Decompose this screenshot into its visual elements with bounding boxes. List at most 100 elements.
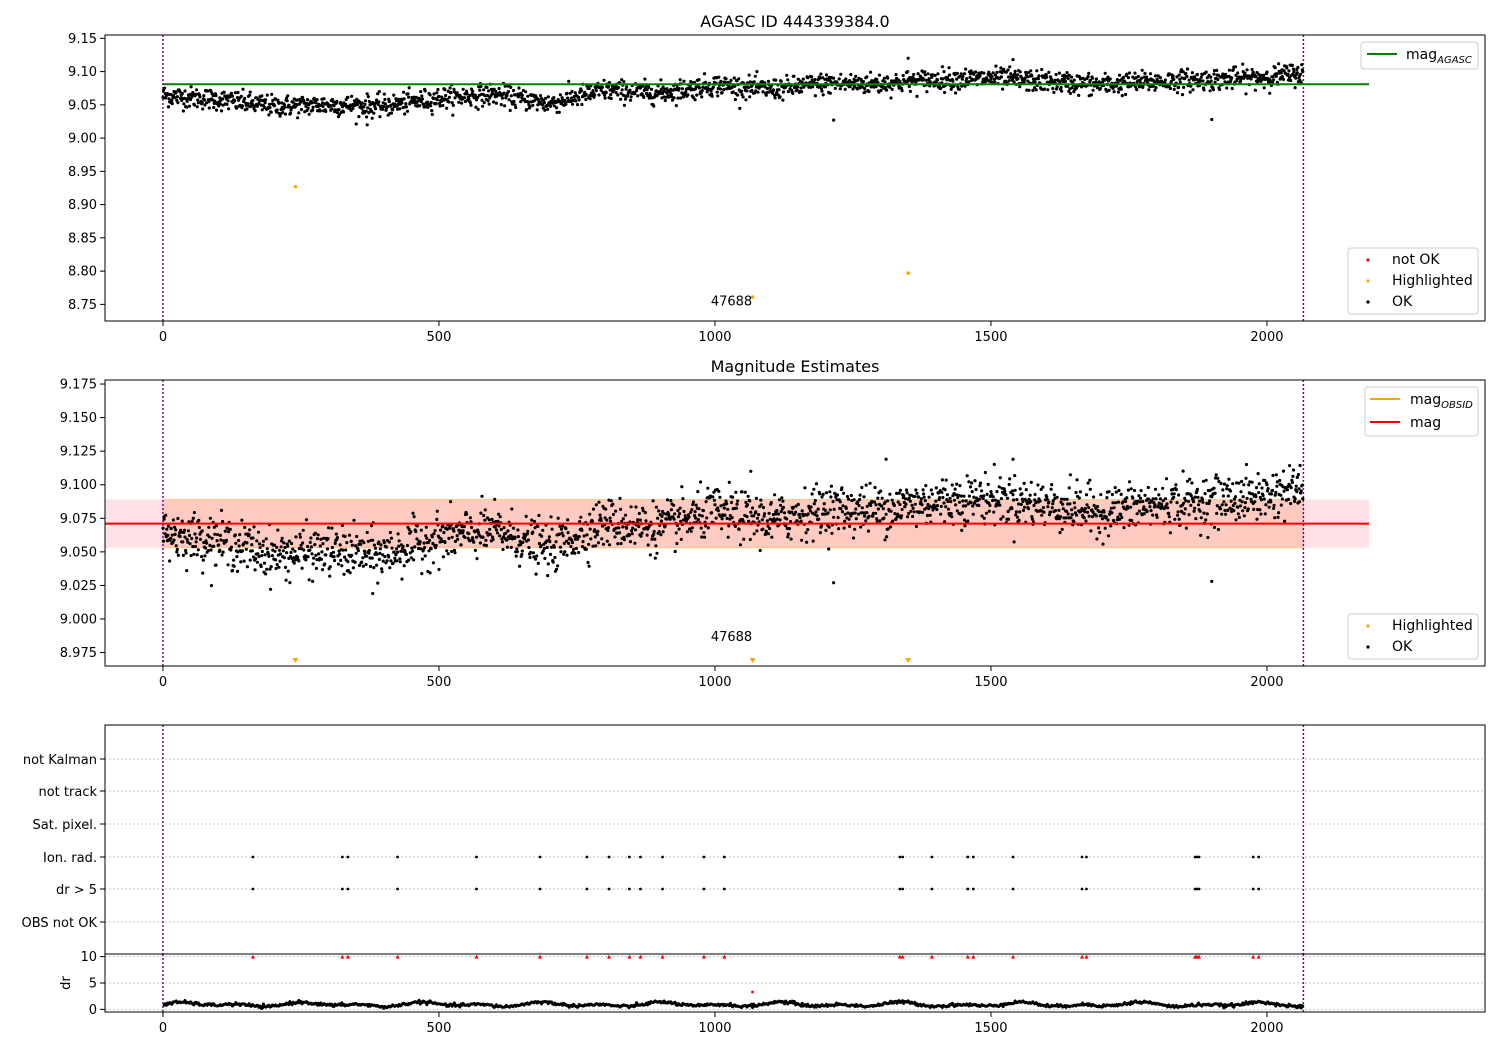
ok-point bbox=[574, 99, 578, 103]
ok-point bbox=[913, 494, 917, 499]
ok-point bbox=[633, 541, 637, 545]
ok-point bbox=[363, 552, 367, 556]
ok-point bbox=[1062, 516, 1066, 520]
ok-point bbox=[968, 75, 972, 79]
ok-point bbox=[558, 93, 563, 97]
flag-event-point bbox=[396, 855, 399, 859]
panel1-legend-points: not OK Highlighted OK bbox=[1347, 247, 1479, 315]
ok-point bbox=[1225, 86, 1229, 90]
ok-point bbox=[252, 525, 256, 529]
ok-point bbox=[737, 77, 741, 81]
ok-point bbox=[277, 548, 281, 552]
highlighted-point bbox=[293, 184, 298, 189]
ok-point bbox=[711, 495, 715, 499]
ok-point bbox=[181, 109, 185, 113]
ok-point bbox=[884, 512, 888, 516]
ok-point bbox=[601, 542, 606, 546]
ok-point bbox=[191, 545, 195, 549]
ok-point bbox=[354, 551, 358, 555]
ok-point bbox=[522, 537, 527, 541]
ok-point bbox=[163, 86, 167, 90]
ok-point bbox=[785, 517, 789, 521]
ok-point bbox=[682, 79, 686, 83]
ok-point bbox=[243, 96, 247, 100]
ok-point bbox=[665, 517, 669, 521]
ok-point bbox=[1143, 493, 1147, 497]
ok-point bbox=[170, 98, 174, 102]
dr-clipped-marker bbox=[701, 954, 706, 959]
ok-point bbox=[531, 103, 535, 107]
ok-point bbox=[936, 72, 940, 76]
ok-point bbox=[330, 545, 334, 550]
ok-point bbox=[804, 531, 808, 535]
ok-point bbox=[208, 516, 212, 520]
ok-point bbox=[654, 544, 658, 548]
ok-point bbox=[1021, 499, 1025, 503]
ok-point bbox=[271, 98, 275, 103]
ok-point bbox=[556, 564, 560, 568]
ok-point bbox=[203, 103, 207, 107]
ok-point bbox=[525, 532, 529, 536]
ok-point bbox=[861, 79, 866, 84]
ok-point bbox=[1204, 518, 1208, 522]
ok-point bbox=[229, 91, 233, 95]
ok-point bbox=[964, 504, 968, 508]
ok-point bbox=[1184, 526, 1188, 530]
ok-point bbox=[1234, 518, 1238, 522]
ok-point bbox=[1290, 480, 1294, 484]
ok-point bbox=[213, 532, 217, 536]
ok-point bbox=[1023, 505, 1027, 509]
ok-point bbox=[1008, 477, 1012, 481]
ok-point bbox=[1251, 492, 1255, 496]
ok-point bbox=[241, 87, 245, 91]
ok-point bbox=[974, 487, 978, 492]
flag-event-point bbox=[966, 887, 970, 891]
ok-point bbox=[428, 571, 432, 575]
ok-point bbox=[407, 95, 411, 99]
ok-point bbox=[762, 514, 766, 518]
ok-point bbox=[997, 500, 1001, 504]
ok-point bbox=[1198, 499, 1202, 503]
ok-point bbox=[702, 535, 707, 539]
ok-point bbox=[880, 504, 884, 508]
xtick-label: 2000 bbox=[1250, 675, 1283, 690]
ok-point bbox=[1286, 72, 1290, 76]
ok-point bbox=[438, 104, 442, 108]
ok-point bbox=[1213, 80, 1217, 84]
ok-point bbox=[995, 70, 999, 74]
ok-point bbox=[1215, 511, 1219, 515]
ok-point bbox=[1033, 86, 1037, 90]
ok-point bbox=[990, 74, 994, 79]
ok-point bbox=[588, 94, 592, 98]
ok-point bbox=[786, 90, 791, 94]
panel1-title: AGASC ID 444339384.0 bbox=[700, 12, 889, 31]
ok-point bbox=[934, 499, 938, 503]
ok-point bbox=[923, 499, 927, 503]
ok-point bbox=[350, 94, 354, 98]
ok-point bbox=[872, 500, 877, 504]
ok-point bbox=[700, 89, 704, 93]
ok-point bbox=[954, 91, 958, 95]
ok-point bbox=[747, 73, 751, 77]
ok-point bbox=[1262, 497, 1266, 501]
ok-point bbox=[786, 78, 790, 82]
ok-point bbox=[1153, 88, 1157, 92]
ok-point bbox=[1209, 75, 1213, 79]
ok-point bbox=[163, 532, 167, 536]
ok-point bbox=[402, 90, 406, 94]
ok-point bbox=[766, 524, 770, 528]
ok-point bbox=[366, 106, 370, 110]
ok-point bbox=[1012, 540, 1016, 544]
ok-point bbox=[930, 492, 935, 496]
ok-point bbox=[1124, 499, 1128, 504]
ok-point bbox=[1266, 487, 1270, 491]
ok-point bbox=[188, 542, 192, 546]
ok-point bbox=[503, 104, 507, 108]
ok-point bbox=[1116, 90, 1121, 94]
ok-point bbox=[755, 529, 759, 533]
ok-point bbox=[307, 578, 311, 582]
ok-point bbox=[1250, 67, 1254, 72]
ok-point bbox=[863, 514, 867, 518]
ok-point bbox=[919, 500, 923, 504]
ok-point bbox=[817, 517, 821, 521]
